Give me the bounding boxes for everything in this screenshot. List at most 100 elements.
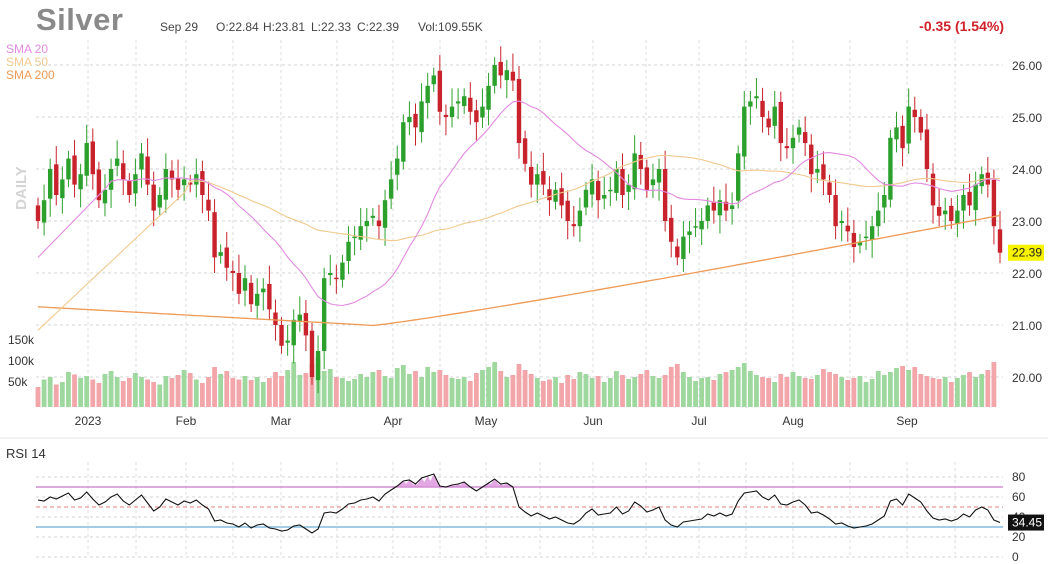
- candle-body: [699, 221, 704, 230]
- candle-body: [407, 117, 412, 123]
- candle-body: [626, 184, 631, 192]
- candle-body: [997, 229, 1003, 253]
- candle-body: [711, 202, 717, 211]
- rsi-line: [37, 473, 1001, 534]
- volume-bar: [522, 370, 528, 407]
- volume-bar: [425, 367, 431, 407]
- candle-body: [760, 100, 765, 117]
- candle-body: [857, 241, 863, 246]
- candle-body: [979, 174, 984, 187]
- candle-body: [541, 171, 546, 185]
- volume-bar: [601, 382, 607, 407]
- volume-bar: [248, 380, 254, 407]
- y-tick-label: 25.00: [1012, 111, 1042, 125]
- candle-body: [395, 158, 400, 175]
- candle-body: [72, 155, 77, 185]
- candle-body: [212, 212, 217, 258]
- volume-bar: [979, 374, 985, 407]
- volume-bar: [948, 382, 954, 407]
- volume-bar: [224, 371, 230, 407]
- candle-body: [863, 236, 869, 239]
- volume-bar: [942, 377, 948, 407]
- volume-bar: [35, 387, 41, 407]
- volume-bar: [839, 377, 845, 407]
- candle-body: [839, 221, 844, 224]
- legend-sma-200: SMA 200: [6, 68, 55, 82]
- rsi-last-label: 34.45: [1012, 516, 1042, 530]
- candle-body: [108, 169, 114, 190]
- candle-body: [583, 189, 589, 208]
- candle-body: [790, 137, 796, 149]
- candle-body: [662, 169, 668, 221]
- candle-body: [504, 70, 510, 81]
- volume-bar: [924, 376, 930, 407]
- volume-bar: [711, 380, 717, 407]
- volume-bar: [139, 377, 144, 407]
- candle-body: [352, 236, 357, 239]
- ohlc-high: H:23.81: [263, 20, 306, 34]
- candle-body: [401, 122, 406, 162]
- volume-bar: [230, 378, 236, 407]
- candle-body: [602, 195, 607, 199]
- ohlc-low: L:22.33: [311, 20, 352, 34]
- candle-body: [340, 262, 345, 280]
- candle-body: [687, 231, 692, 236]
- candle-body: [632, 153, 637, 190]
- x-tick-label: Aug: [782, 414, 803, 428]
- volume-bar: [126, 378, 132, 407]
- volume-bar: [175, 375, 181, 407]
- volume-bar: [333, 377, 339, 407]
- volume-bar: [632, 377, 638, 407]
- volume-bar: [443, 375, 449, 407]
- candle-body: [869, 226, 875, 240]
- candle-body: [157, 195, 162, 208]
- volume-bar: [936, 379, 942, 407]
- volume-bar: [668, 367, 674, 407]
- candle-body: [364, 221, 369, 227]
- candle-body: [273, 312, 278, 325]
- candle-body: [224, 247, 229, 268]
- volume-bar: [808, 379, 814, 407]
- candle-body: [78, 174, 83, 190]
- candle-body: [151, 184, 156, 211]
- candle-body: [163, 169, 169, 200]
- candle-body: [796, 127, 802, 135]
- volume-bar: [157, 384, 163, 407]
- y-tick-label: 26.00: [1012, 59, 1042, 73]
- volume-bar: [388, 378, 394, 407]
- volume-bar: [547, 379, 552, 407]
- volume-bar: [413, 371, 418, 407]
- volume-bar: [53, 384, 59, 407]
- y-tick-label: 20.00: [1012, 371, 1042, 385]
- candle-body: [35, 205, 41, 221]
- candle-body: [553, 189, 558, 202]
- candle-body: [565, 200, 570, 221]
- volume-bar: [565, 375, 571, 407]
- volume-bar: [400, 365, 406, 407]
- candle-body: [522, 138, 528, 164]
- volume-bar: [528, 374, 534, 407]
- volume-bar: [881, 375, 887, 407]
- volume-bar: [778, 374, 784, 407]
- volume-bar: [461, 377, 467, 407]
- candle-body: [961, 195, 966, 211]
- candle-body: [145, 156, 150, 185]
- volume-bar: [510, 375, 516, 407]
- candle-body: [261, 288, 266, 293]
- candle-body: [480, 106, 485, 118]
- volume-bar: [827, 372, 832, 407]
- candle-body: [267, 283, 272, 310]
- candle-body: [900, 125, 905, 149]
- volume-bar: [869, 379, 875, 407]
- volume-bar: [212, 367, 217, 407]
- candle-body: [766, 118, 771, 128]
- volume-bar: [108, 371, 114, 407]
- volume-bar: [614, 371, 619, 407]
- volume-bar: [90, 379, 96, 407]
- candle-body: [748, 101, 753, 107]
- candle-body: [200, 171, 205, 195]
- candle-body: [650, 179, 656, 186]
- candle-body: [784, 146, 790, 149]
- candle-body: [717, 200, 723, 216]
